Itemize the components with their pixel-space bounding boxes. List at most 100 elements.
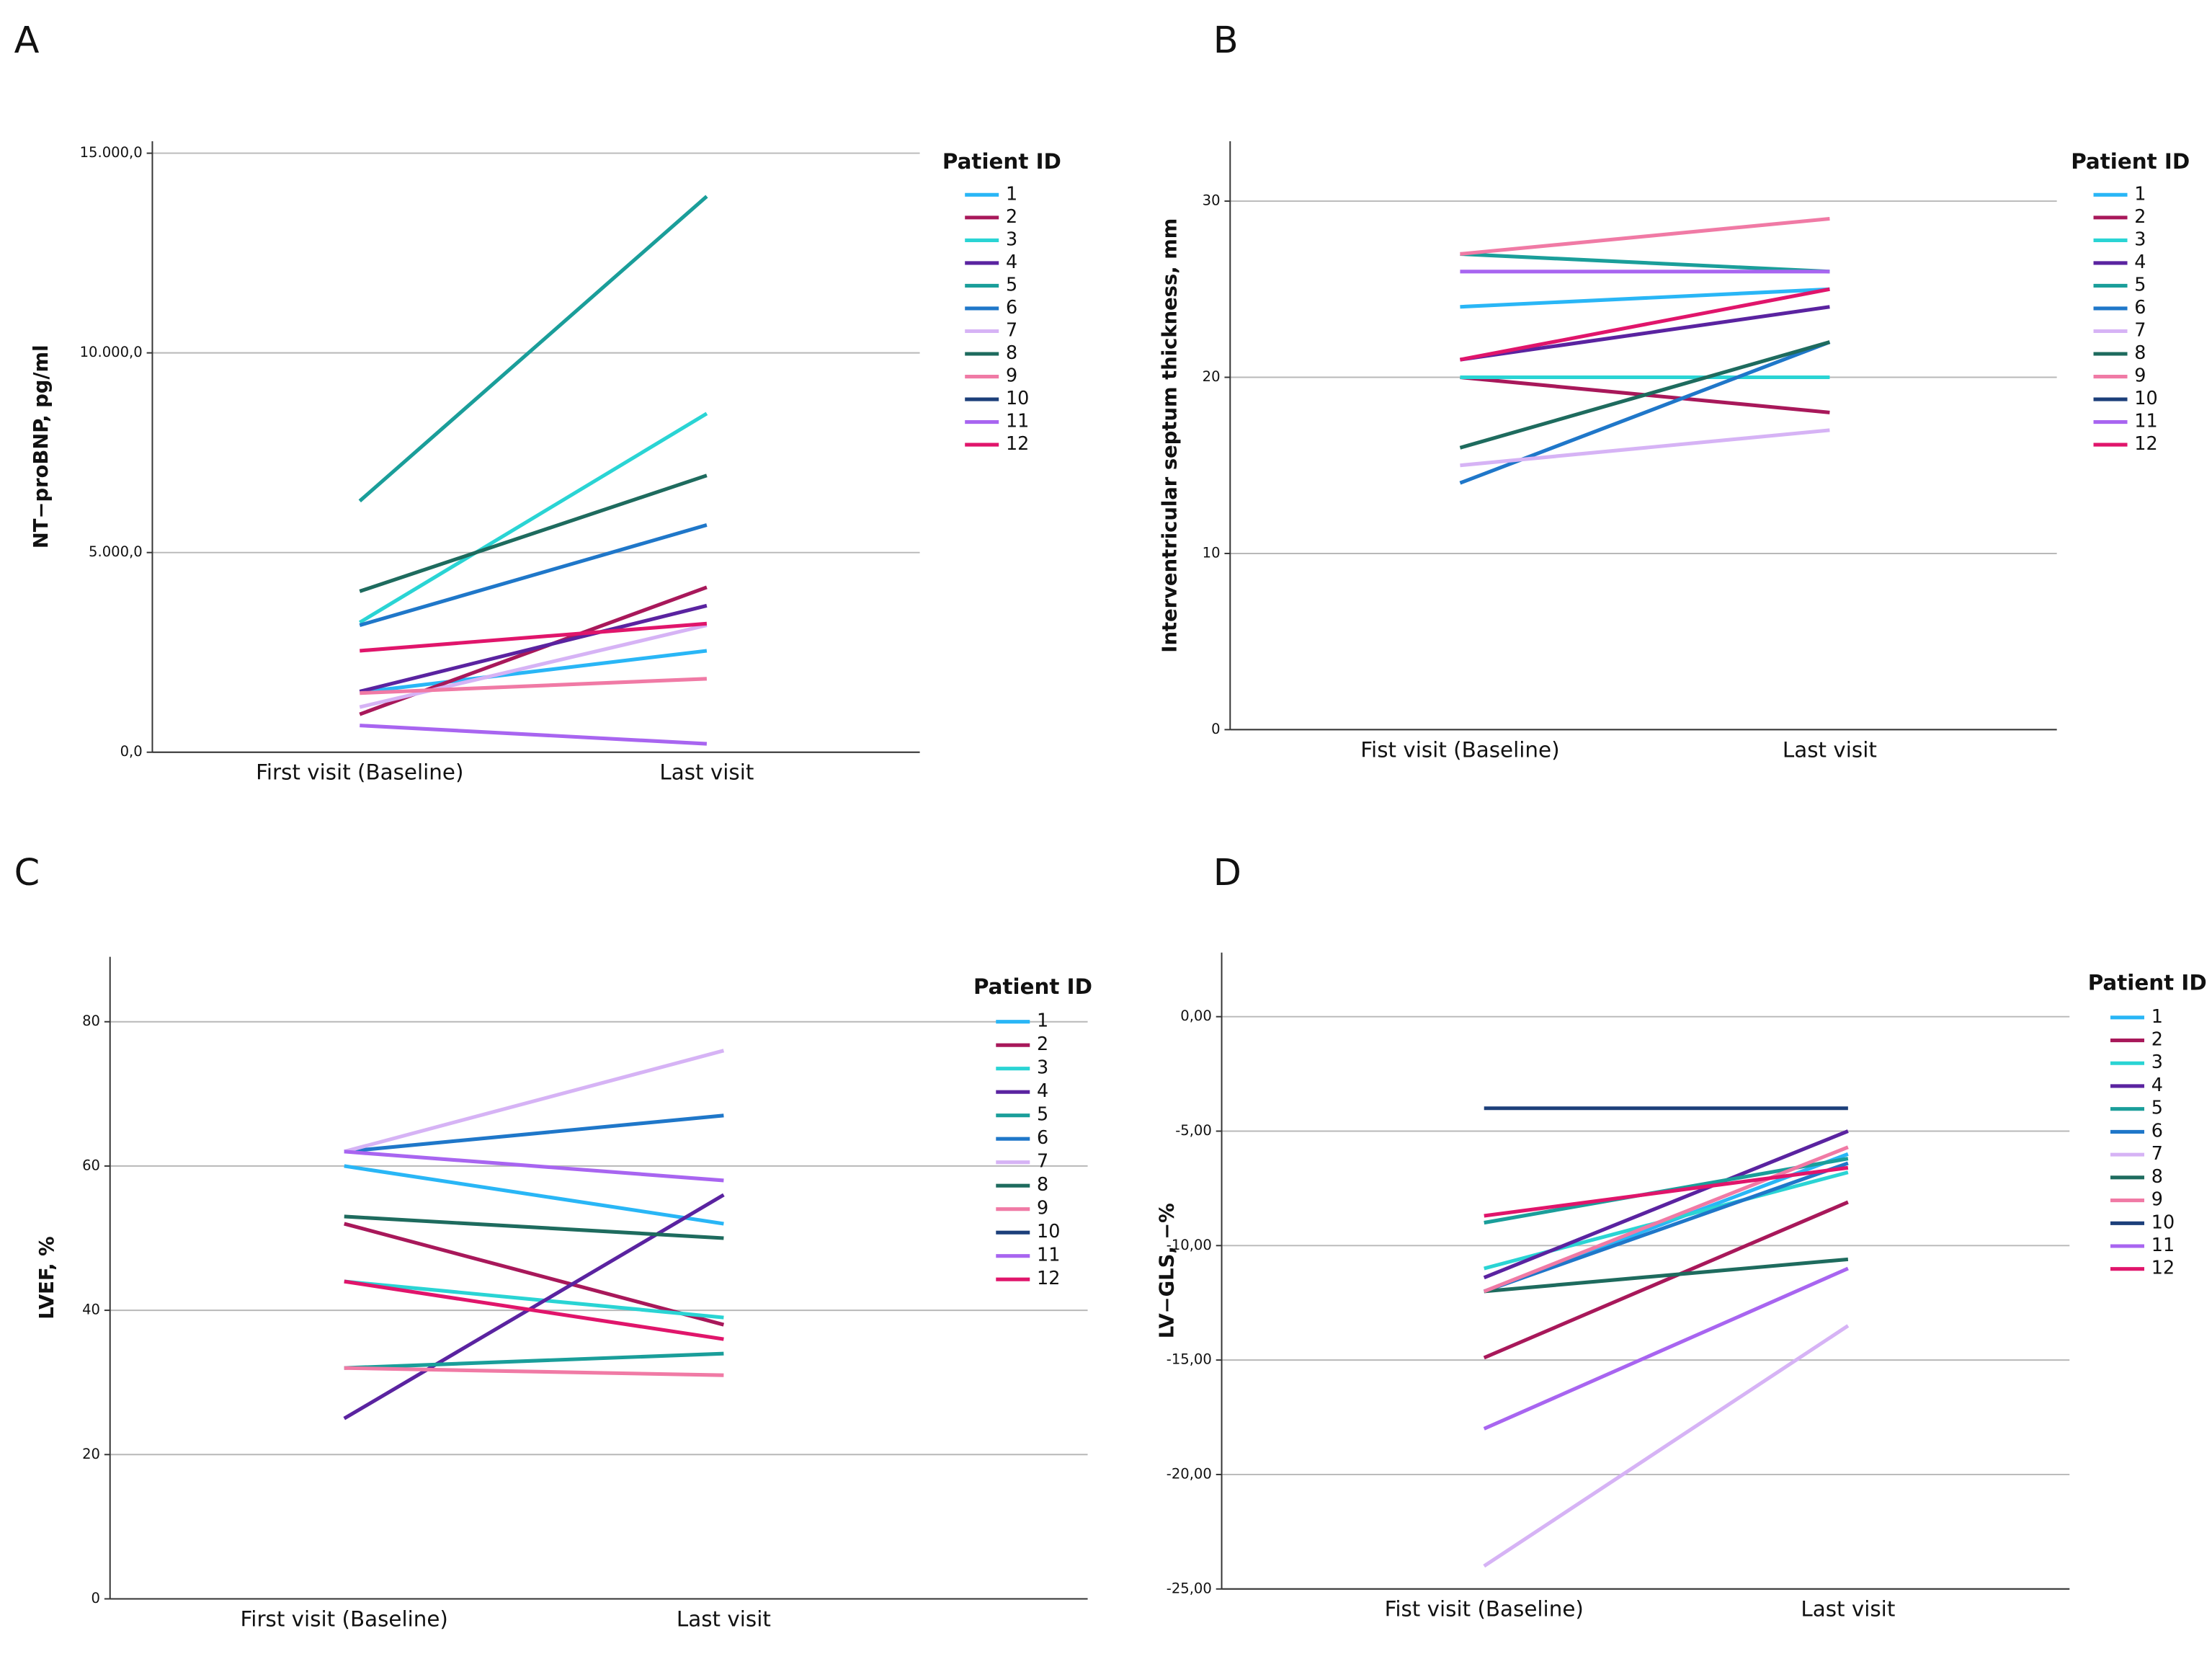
legend-label: 2: [2151, 1029, 2163, 1051]
panel: D -25,00 -20,00 -15,00 -10,00 -5,00 0,00 Fist v…: [1156, 852, 2207, 1622]
panel-letter: C: [14, 852, 40, 894]
legend-label: 10: [2134, 388, 2157, 409]
legend-label: 8: [2151, 1166, 2163, 1188]
series-line: [1483, 1161, 1849, 1294]
legend-label: 1: [2151, 1006, 2163, 1028]
legend-label: 3: [1037, 1057, 1048, 1079]
series-line: [359, 523, 708, 627]
legend-label: 7: [1037, 1151, 1048, 1173]
legend-label: 2: [1006, 206, 1017, 228]
y-tick-label: -15,00: [1167, 1351, 1212, 1368]
legend-label: 5: [2151, 1098, 2163, 1119]
legend-title: Patient ID: [2071, 149, 2190, 174]
legend-label: 8: [1006, 342, 1017, 364]
x-tick-label: Last visit: [659, 760, 754, 785]
series-line: [360, 724, 708, 746]
legend-label: 10: [1037, 1221, 1060, 1242]
series-line: [358, 412, 708, 624]
series-line: [359, 473, 708, 593]
series-line: [358, 195, 708, 503]
y-tick-label: 15.000,0: [80, 144, 143, 161]
legend-label: 9: [1006, 365, 1017, 387]
series-line: [1483, 1200, 1849, 1360]
series-line: [344, 1150, 724, 1183]
series-line: [1483, 1129, 1849, 1280]
legend-label: 9: [2134, 365, 2146, 387]
series-line: [1460, 287, 1830, 309]
legend-label: 11: [1037, 1245, 1060, 1266]
series-line: [1483, 1266, 1849, 1431]
x-tick-label: Last visit: [1801, 1597, 1895, 1622]
y-tick-label: 30: [1203, 192, 1221, 209]
legend-label: 3: [1006, 228, 1017, 250]
y-tick-label: 60: [82, 1157, 100, 1173]
series-line: [1460, 252, 1830, 274]
legend-label: 4: [1006, 252, 1017, 273]
y-tick-label: 5.000,0: [89, 543, 143, 560]
legend-label: 1: [1006, 183, 1017, 205]
legend-label: 11: [2151, 1235, 2175, 1256]
legend-label: 12: [1006, 433, 1029, 455]
legend-label: 10: [2151, 1211, 2175, 1233]
legend-title: Patient ID: [2088, 970, 2207, 995]
legend-label: 11: [1006, 411, 1029, 432]
panel: B 0 10 20 30 Fist visit (Baseline) Last visit I…: [1159, 19, 2190, 762]
legend-label: 9: [2151, 1189, 2163, 1211]
legend-label: 6: [2151, 1120, 2163, 1142]
x-tick-label: Fist visit (Baseline): [1385, 1597, 1584, 1622]
legend-label: 11: [2134, 411, 2157, 432]
legend-title: Patient ID: [942, 149, 1061, 174]
legend-label: 7: [1006, 319, 1017, 341]
legend-label: 6: [1037, 1127, 1048, 1149]
series-line: [359, 623, 708, 709]
legend-title: Patient ID: [973, 974, 1092, 999]
y-axis-label: NT−proBNP, pg/ml: [30, 345, 53, 549]
series-line: [1459, 340, 1831, 450]
series-line: [1460, 216, 1830, 256]
y-tick-label: -5,00: [1175, 1122, 1212, 1139]
legend-label: 6: [2134, 297, 2146, 319]
legend-label: 9: [1037, 1198, 1048, 1219]
legend-label: 2: [1037, 1033, 1048, 1055]
series-line: [344, 1366, 724, 1377]
panel: C 0 20 40 60 80 First visit (Baseline) Last vis…: [14, 852, 1092, 1631]
series-line: [344, 1049, 725, 1154]
series-line: [359, 649, 708, 695]
series-line: [1460, 305, 1830, 362]
legend-label: 4: [2134, 252, 2146, 273]
legend-label: 3: [2134, 228, 2146, 250]
legend-label: 6: [1006, 297, 1017, 319]
series-line: [360, 621, 708, 653]
y-tick-label: 0: [1211, 721, 1220, 737]
legend-label: 1: [2134, 183, 2146, 205]
y-tick-label: -25,00: [1167, 1580, 1212, 1596]
series-line: [1460, 428, 1830, 468]
legend-label: 4: [2151, 1075, 2163, 1096]
series-line: [1484, 1257, 1849, 1294]
panel-letter: A: [14, 19, 40, 62]
legend-label: 7: [2134, 319, 2146, 341]
y-tick-label: 20: [1203, 368, 1221, 385]
legend-label: 10: [1006, 388, 1029, 409]
y-tick-label: 10.000,0: [80, 344, 143, 360]
series-line: [1459, 287, 1830, 362]
y-tick-label: 40: [82, 1302, 100, 1318]
panel: A 0,0 5.000,0 10.000,0 15.000,0 First visit (…: [14, 19, 1061, 785]
series-line: [344, 1164, 724, 1226]
legend-label: 12: [2134, 433, 2157, 455]
x-tick-label: First visit (Baseline): [256, 760, 463, 785]
x-tick-label: Last visit: [677, 1606, 771, 1631]
y-tick-label: 80: [82, 1013, 100, 1029]
legend-label: 5: [1037, 1104, 1048, 1126]
y-tick-label: 0,00: [1180, 1008, 1212, 1024]
legend-label: 7: [2151, 1143, 2163, 1165]
legend-label: 1: [1037, 1010, 1048, 1032]
series-line: [344, 1113, 724, 1154]
series-line: [344, 1214, 724, 1240]
series-line: [344, 1279, 724, 1341]
x-tick-label: Fist visit (Baseline): [1360, 737, 1559, 762]
legend-label: 3: [2151, 1051, 2163, 1073]
series-line: [344, 1351, 724, 1370]
